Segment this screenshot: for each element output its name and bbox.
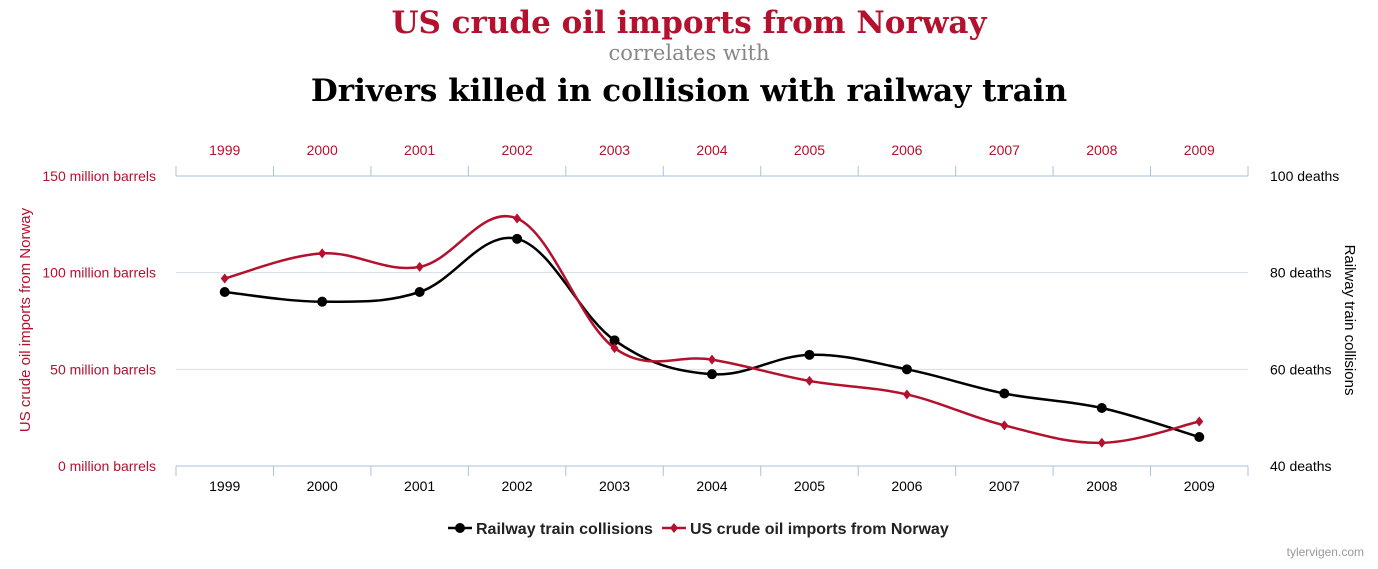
x-axis-top-label: 2003: [599, 142, 630, 158]
chart-subtitle: correlates with: [608, 41, 769, 65]
data-point-railway-collisions: [1096, 403, 1107, 413]
series-line-oil-imports: [224, 215, 1200, 445]
data-point-oil-imports: [318, 248, 327, 259]
x-axis-top-label: 2002: [502, 142, 533, 158]
x-axis-bottom-label: 2005: [794, 478, 825, 494]
x-axis-bottom-label: 2006: [891, 478, 922, 494]
x-axis-bottom-label: 2002: [502, 478, 533, 494]
data-point-oil-imports: [805, 375, 814, 386]
data-point-oil-imports: [1000, 420, 1009, 431]
legend-marker-oil-imports: [670, 523, 678, 533]
x-axis-bottom-label: 2003: [599, 478, 630, 494]
x-axis-bottom-label: 2009: [1184, 478, 1215, 494]
data-point-railway-collisions: [999, 388, 1010, 399]
data-point-oil-imports: [708, 354, 716, 365]
axes: 0 million barrels 50 million barrels 100 m…: [42, 142, 1339, 494]
data-point-railway-collisions: [1194, 432, 1205, 442]
data-point-oil-imports: [513, 213, 522, 224]
series-line-railway-collisions: [224, 236, 1200, 439]
chart-title-secondary: Drivers killed in collision with railway…: [311, 73, 1067, 109]
y-left-tick-label: 50 million barrels: [50, 361, 156, 377]
x-axis-bottom-label: 2008: [1086, 478, 1117, 494]
plot-area: [219, 213, 1205, 448]
y-left-tick-label: 0 million barrels: [58, 458, 156, 474]
y-right-tick-label: 80 deaths: [1270, 265, 1332, 281]
x-axis-bottom-label: 2001: [404, 478, 435, 494]
data-point-railway-collisions: [512, 233, 523, 244]
x-axis-top-label: 2007: [989, 142, 1020, 158]
data-point-oil-imports: [1195, 416, 1204, 427]
x-axis-bottom-label: 2004: [696, 478, 727, 494]
legend-marker-railway-collisions: [455, 523, 465, 533]
watermark: tylervigen.com: [1287, 545, 1364, 559]
y-left-tick-label: 100 million barrels: [42, 265, 156, 281]
x-axis-top-label: 1999: [209, 142, 240, 158]
y-left-tick-label: 150 million barrels: [42, 168, 156, 184]
data-point-railway-collisions: [219, 287, 230, 297]
data-point-railway-collisions: [317, 296, 328, 307]
y-right-tick-label: 40 deaths: [1270, 458, 1332, 474]
x-axis-bottom-label: 2007: [989, 478, 1020, 494]
y-right-tick-label: 100 deaths: [1270, 168, 1339, 184]
data-point-oil-imports: [902, 389, 911, 400]
data-point-oil-imports: [220, 273, 229, 284]
data-point-railway-collisions: [414, 287, 425, 297]
data-point-railway-collisions: [804, 349, 815, 360]
x-axis-top-label: 2001: [404, 142, 435, 158]
data-point-oil-imports: [610, 343, 619, 354]
x-axis-top-label: 2008: [1086, 142, 1117, 158]
y-right-tick-label: 60 deaths: [1270, 361, 1332, 377]
y-axis-left-label: US crude oil imports from Norway: [17, 207, 34, 432]
x-axis-top-label: 2006: [891, 142, 922, 158]
data-point-oil-imports: [415, 261, 424, 272]
x-axis-top-label: 2004: [696, 142, 727, 158]
data-point-railway-collisions: [901, 364, 912, 375]
legend-label-railway-collisions: Railway train collisions: [476, 521, 653, 538]
legend-label-oil-imports: US crude oil imports from Norway: [690, 521, 949, 538]
data-point-oil-imports: [1097, 437, 1106, 448]
legend: Railway train collisions US crude oil imp…: [448, 521, 949, 538]
x-axis-top-label: 2009: [1184, 142, 1215, 158]
x-axis-bottom-label: 1999: [209, 478, 240, 494]
x-axis-top-label: 2005: [794, 142, 825, 158]
data-point-railway-collisions: [707, 369, 717, 380]
chart-title: US crude oil imports from Norway: [391, 5, 987, 41]
x-axis-top-label: 2000: [307, 142, 338, 158]
data-point-railway-collisions: [609, 335, 620, 346]
y-axis-right-label: Railway train collisions: [1341, 245, 1358, 396]
x-axis-bottom-label: 2000: [307, 478, 338, 494]
